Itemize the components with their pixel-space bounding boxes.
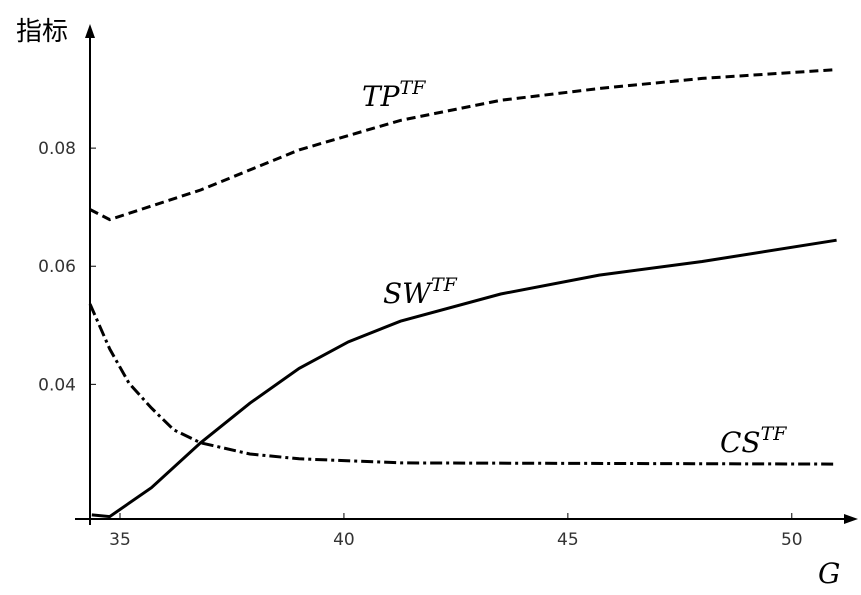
series-label: SWTF <box>383 274 458 310</box>
x-tick-label: 45 <box>557 530 579 550</box>
x-tick-label: 50 <box>781 530 803 550</box>
series-name: TP <box>362 80 401 113</box>
y-tick-label: 0.04 <box>38 375 76 395</box>
x-tick-label: 35 <box>109 530 131 550</box>
series-name-sup: TF <box>761 423 788 445</box>
y-arrow <box>85 24 95 38</box>
series-line <box>89 68 837 222</box>
x-tick-label: 40 <box>333 530 355 550</box>
y-axis-label: 指标 <box>16 17 68 47</box>
series-label: CSTF <box>720 423 787 459</box>
y-tick-label: 0.06 <box>38 257 76 277</box>
y-tick-label: 0.08 <box>38 139 76 159</box>
x-axis-label: G <box>818 557 840 590</box>
series-line <box>91 238 837 519</box>
series-line <box>88 303 837 466</box>
series-label: TPTF <box>362 77 426 113</box>
series-name-sup: TF <box>431 274 458 296</box>
x-arrow <box>844 514 858 524</box>
series-name-sup: TF <box>400 77 427 99</box>
series-name: SW <box>383 277 433 310</box>
series-name: CS <box>720 426 761 459</box>
